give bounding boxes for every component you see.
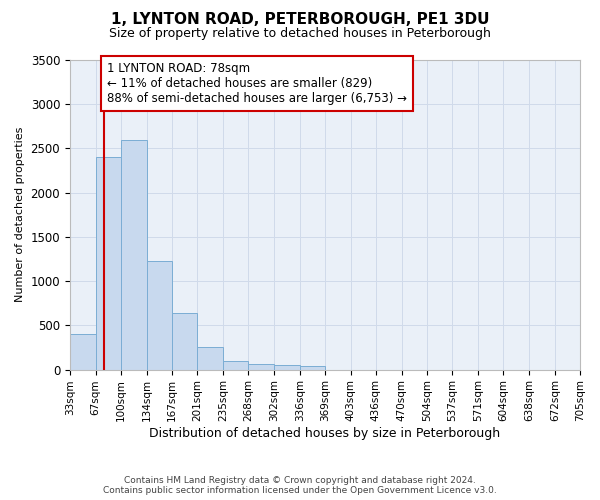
X-axis label: Distribution of detached houses by size in Peterborough: Distribution of detached houses by size …: [149, 427, 500, 440]
Text: 1 LYNTON ROAD: 78sqm
← 11% of detached houses are smaller (829)
88% of semi-deta: 1 LYNTON ROAD: 78sqm ← 11% of detached h…: [107, 62, 407, 105]
Bar: [248, 364, 274, 370]
Text: Contains HM Land Registry data © Crown copyright and database right 2024.
Contai: Contains HM Land Registry data © Crown c…: [103, 476, 497, 495]
Bar: [96, 158, 121, 370]
Bar: [300, 366, 325, 370]
Y-axis label: Number of detached properties: Number of detached properties: [15, 127, 25, 302]
Bar: [121, 140, 146, 370]
Bar: [146, 261, 172, 370]
Bar: [172, 313, 197, 370]
Text: 1, LYNTON ROAD, PETERBOROUGH, PE1 3DU: 1, LYNTON ROAD, PETERBOROUGH, PE1 3DU: [111, 12, 489, 28]
Text: Size of property relative to detached houses in Peterborough: Size of property relative to detached ho…: [109, 28, 491, 40]
Bar: [223, 361, 248, 370]
Bar: [197, 348, 223, 370]
Bar: [274, 365, 300, 370]
Bar: [70, 334, 96, 370]
